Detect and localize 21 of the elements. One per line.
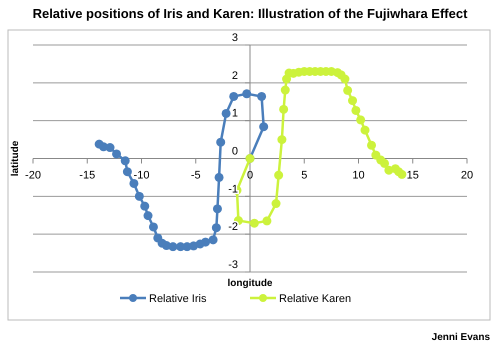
y-tick-label: 3 <box>232 32 238 44</box>
chart-title: Relative positions of Iris and Karen: Illustration of the Fujiwhara Effect <box>32 6 468 21</box>
y-axis-title: latitude <box>10 140 21 176</box>
x-tick-label: -5 <box>190 170 201 182</box>
x-tick-label: 0 <box>246 170 254 182</box>
legend-label: Relative Iris <box>149 293 207 305</box>
x-tick-label: -10 <box>134 170 150 182</box>
y-tick-label: -2 <box>228 221 238 234</box>
y-tick-label: -3 <box>228 259 238 271</box>
x-tick-label: 10 <box>352 170 365 182</box>
y-tick-label: 1 <box>232 108 238 120</box>
x-tick-label: -15 <box>79 170 96 182</box>
y-tick-label: 0 <box>232 146 238 158</box>
x-tick-label: 15 <box>406 170 419 182</box>
legend-label: Relative Karen <box>279 293 352 305</box>
x-tick-label: 20 <box>460 170 474 182</box>
y-tick-label: 2 <box>232 70 238 82</box>
x-tick-label: 5 <box>301 170 308 182</box>
text: Jenni Evans <box>432 332 490 343</box>
x-tick-label: -20 <box>25 170 41 182</box>
x-axis-title: longitude <box>228 278 273 289</box>
